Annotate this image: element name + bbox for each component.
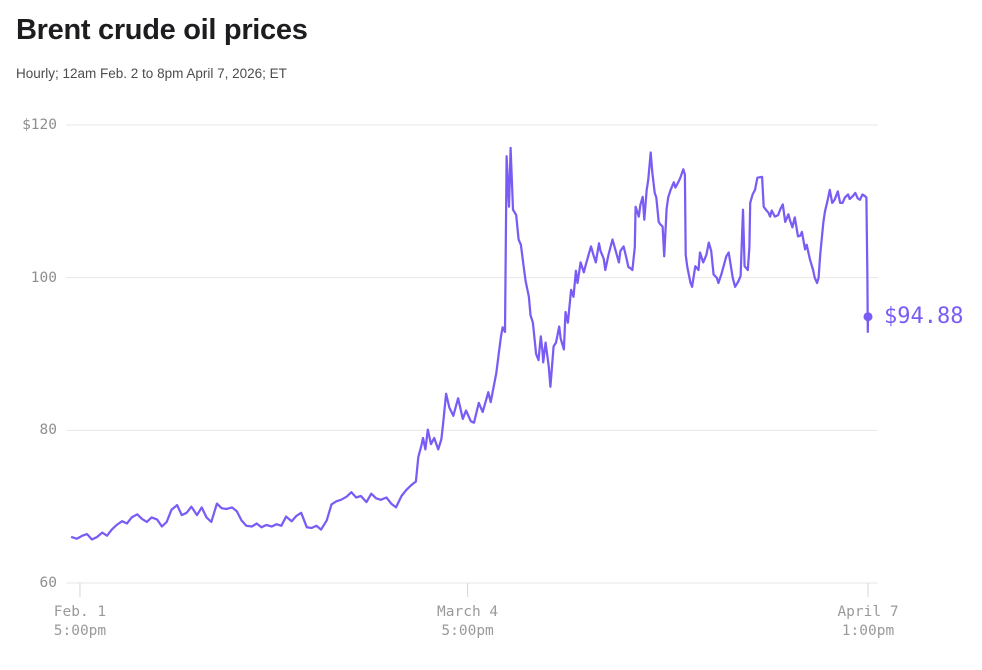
x-axis-label-feb1-time: 5:00pm — [53, 623, 107, 639]
x-axis-label-april7-time: 1:00pm — [841, 623, 895, 639]
y-axis-label-60: 60 — [39, 575, 57, 591]
y-axis-label-80: 80 — [39, 422, 57, 439]
x-axis-label-march4: March 4 5:00pm — [398, 603, 538, 641]
latest-price-label: $94.88 — [884, 303, 964, 329]
x-axis-label-march4-time: 5:00pm — [441, 623, 494, 639]
y-axis-label-100: 100 — [30, 269, 57, 286]
latest-price-dot — [863, 312, 873, 322]
x-axis-label-april7: April 7 1:00pm — [798, 603, 938, 641]
x-axis-label-march4-date: March 4 — [437, 604, 499, 620]
chart-subtitle: Hourly; 12am Feb. 2 to 8pm April 7, 2026… — [16, 66, 287, 81]
x-axis-label-feb1: Feb. 1 5:00pm — [10, 603, 150, 641]
x-axis-label-april7-date: April 7 — [837, 604, 899, 620]
x-axis-label-feb1-date: Feb. 1 — [53, 604, 107, 620]
chart-title: Brent crude oil prices — [16, 14, 308, 46]
y-axis-label-120: $120 — [22, 117, 57, 133]
